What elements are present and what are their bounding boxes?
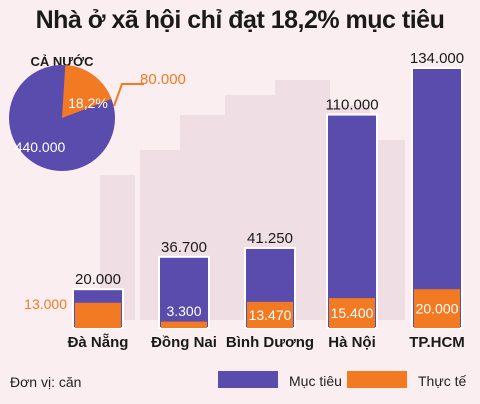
legend-swatch-target (218, 371, 278, 388)
actual-bar (414, 289, 460, 328)
actual-bar (75, 302, 121, 328)
legend-label-target: Mục tiêu (289, 373, 342, 389)
actual-value-label: 20.000 (416, 301, 459, 317)
chart-title: Nhà ở xã hội chỉ đạt 18,2% mục tiêu (35, 6, 445, 34)
target-value-label: 41.250 (247, 230, 293, 247)
unit-label: Đơn vị: căn (10, 374, 81, 390)
target-value-label: 36.700 (161, 239, 207, 256)
actual-value-label: 15.400 (331, 305, 374, 321)
pie-target-label: 440.000 (15, 139, 66, 155)
actual-bar (247, 301, 293, 328)
target-bar (411, 67, 463, 329)
target-bar (158, 255, 210, 329)
actual-value-label: 13.000 (24, 296, 67, 312)
target-value-label: 110.000 (325, 97, 378, 114)
target-bar (326, 113, 378, 329)
category-label: Hà Nội (328, 334, 376, 351)
actual-bar (161, 321, 207, 328)
category-label: Đồng Nai (151, 334, 217, 351)
pie-percent-label: 18,2% (68, 95, 108, 111)
pie-slice-actual (62, 65, 112, 118)
actual-bar (329, 298, 375, 328)
actual-value-label: 13.470 (249, 307, 292, 323)
pie-pointer-line (113, 83, 144, 107)
category-label: Bình Dương (226, 334, 314, 351)
target-value-label: 134.000 (410, 50, 464, 67)
legend-swatch-actual (347, 371, 407, 388)
actual-value-label: 3.300 (166, 303, 201, 319)
legend-label-actual: Thực tế (418, 373, 466, 389)
category-label: TP.HCM (409, 334, 465, 351)
pie-actual-label: 80.000 (140, 71, 186, 88)
pie-title: CẢ NƯỚC (30, 54, 94, 69)
target-value-label: 20.000 (75, 271, 121, 288)
category-label: Đà Nẵng (68, 334, 129, 351)
